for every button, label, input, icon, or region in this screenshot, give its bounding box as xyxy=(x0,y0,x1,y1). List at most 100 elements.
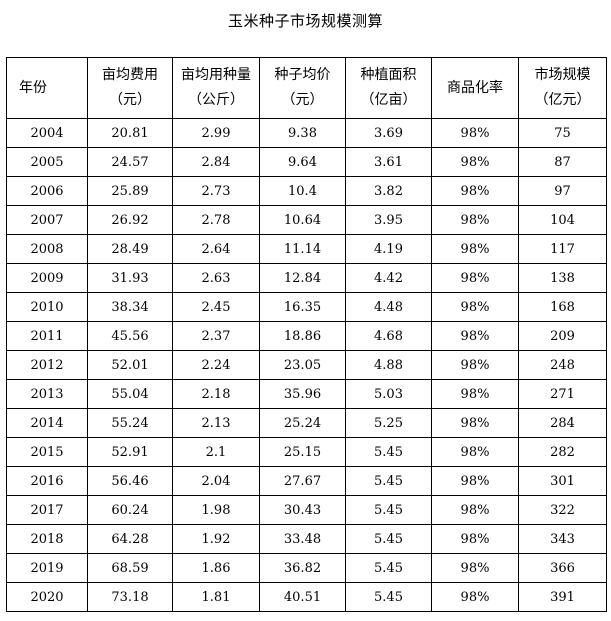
seed-per-mu-cell: 2.73 xyxy=(172,176,260,206)
cost-per-mu-cell: 25.89 xyxy=(87,176,173,206)
planting-area-cell: 5.25 xyxy=(345,408,432,438)
table-row: 2010 38.34 2.45 16.35 4.48 98% 168 xyxy=(6,292,607,322)
cost-per-mu-cell: 28.49 xyxy=(87,234,173,264)
planting-area-cell: 4.19 xyxy=(345,234,432,264)
table-row: 2005 24.57 2.84 9.64 3.61 98% 87 xyxy=(6,147,607,177)
commercialization-rate-cell: 98% xyxy=(431,147,519,177)
seed-price-cell: 9.64 xyxy=(259,147,346,177)
seed-per-mu-cell: 2.45 xyxy=(172,292,260,322)
planting-area-cell: 4.48 xyxy=(345,292,432,322)
planting-area-cell: 4.42 xyxy=(345,263,432,293)
year-cell: 2004 xyxy=(6,118,88,148)
market-size-cell: 322 xyxy=(518,495,607,525)
market-size-cell: 343 xyxy=(518,524,607,554)
header-row: 年份 亩均费用 （元） 亩均用种量 （公斤） 种子均价 （元） 种植面积 （亿亩… xyxy=(6,57,607,119)
header-seed-price: 种子均价 （元） xyxy=(259,57,346,119)
header-seed-per-mu: 亩均用种量 （公斤） xyxy=(172,57,260,119)
market-size-cell: 284 xyxy=(518,408,607,438)
table-row: 2007 26.92 2.78 10.64 3.95 98% 104 xyxy=(6,205,607,235)
seed-per-mu-cell: 2.63 xyxy=(172,263,260,293)
planting-area-cell: 3.69 xyxy=(345,118,432,148)
table-row: 2019 68.59 1.86 36.82 5.45 98% 366 xyxy=(6,553,607,583)
table-row: 2004 20.81 2.99 9.38 3.69 98% 75 xyxy=(6,118,607,148)
seed-per-mu-cell: 2.99 xyxy=(172,118,260,148)
planting-area-cell: 3.61 xyxy=(345,147,432,177)
year-cell: 2017 xyxy=(6,495,88,525)
header-planting-area: 种植面积 （亿亩） xyxy=(345,57,432,119)
seed-per-mu-cell: 2.18 xyxy=(172,379,260,409)
year-cell: 2014 xyxy=(6,408,88,438)
year-cell: 2005 xyxy=(6,147,88,177)
commercialization-rate-cell: 98% xyxy=(431,553,519,583)
seed-price-cell: 10.4 xyxy=(259,176,346,206)
market-size-cell: 117 xyxy=(518,234,607,264)
commercialization-rate-cell: 98% xyxy=(431,466,519,496)
table-row: 2016 56.46 2.04 27.67 5.45 98% 301 xyxy=(6,466,607,496)
seed-price-cell: 10.64 xyxy=(259,205,346,235)
table-row: 2013 55.04 2.18 35.96 5.03 98% 271 xyxy=(6,379,607,409)
seed-price-cell: 27.67 xyxy=(259,466,346,496)
seed-price-cell: 18.86 xyxy=(259,321,346,351)
cost-per-mu-cell: 38.34 xyxy=(87,292,173,322)
year-cell: 2010 xyxy=(6,292,88,322)
cost-per-mu-cell: 55.24 xyxy=(87,408,173,438)
market-size-cell: 248 xyxy=(518,350,607,380)
market-size-cell: 97 xyxy=(518,176,607,206)
market-size-cell: 75 xyxy=(518,118,607,148)
year-cell: 2016 xyxy=(6,466,88,496)
market-size-table: 年份 亩均费用 （元） 亩均用种量 （公斤） 种子均价 （元） 种植面积 （亿亩… xyxy=(6,57,607,612)
seed-per-mu-cell: 2.37 xyxy=(172,321,260,351)
market-size-cell: 282 xyxy=(518,437,607,467)
seed-per-mu-cell: 1.92 xyxy=(172,524,260,554)
planting-area-cell: 4.88 xyxy=(345,350,432,380)
year-cell: 2020 xyxy=(6,582,88,612)
seed-price-cell: 35.96 xyxy=(259,379,346,409)
seed-per-mu-cell: 1.98 xyxy=(172,495,260,525)
seed-per-mu-cell: 1.81 xyxy=(172,582,260,612)
table-row: 2017 60.24 1.98 30.43 5.45 98% 322 xyxy=(6,495,607,525)
seed-per-mu-cell: 2.04 xyxy=(172,466,260,496)
seed-per-mu-cell: 2.13 xyxy=(172,408,260,438)
seed-per-mu-cell: 2.1 xyxy=(172,437,260,467)
planting-area-cell: 5.45 xyxy=(345,524,432,554)
year-cell: 2013 xyxy=(6,379,88,409)
cost-per-mu-cell: 26.92 xyxy=(87,205,173,235)
planting-area-cell: 4.68 xyxy=(345,321,432,351)
commercialization-rate-cell: 98% xyxy=(431,176,519,206)
cost-per-mu-cell: 45.56 xyxy=(87,321,173,351)
market-size-cell: 271 xyxy=(518,379,607,409)
header-year: 年份 xyxy=(6,57,88,119)
seed-price-cell: 33.48 xyxy=(259,524,346,554)
table-row: 2008 28.49 2.64 11.14 4.19 98% 117 xyxy=(6,234,607,264)
market-size-cell: 168 xyxy=(518,292,607,322)
header-market-size: 市场规模 （亿元） xyxy=(518,57,607,119)
cost-per-mu-cell: 68.59 xyxy=(87,553,173,583)
cost-per-mu-cell: 56.46 xyxy=(87,466,173,496)
market-size-cell: 209 xyxy=(518,321,607,351)
cost-per-mu-cell: 55.04 xyxy=(87,379,173,409)
seed-price-cell: 40.51 xyxy=(259,582,346,612)
cost-per-mu-cell: 24.57 xyxy=(87,147,173,177)
table-row: 2018 64.28 1.92 33.48 5.45 98% 343 xyxy=(6,524,607,554)
cost-per-mu-cell: 64.28 xyxy=(87,524,173,554)
market-size-cell: 301 xyxy=(518,466,607,496)
commercialization-rate-cell: 98% xyxy=(431,524,519,554)
cost-per-mu-cell: 73.18 xyxy=(87,582,173,612)
seed-price-cell: 9.38 xyxy=(259,118,346,148)
seed-price-cell: 25.15 xyxy=(259,437,346,467)
planting-area-cell: 5.45 xyxy=(345,582,432,612)
table-row: 2020 73.18 1.81 40.51 5.45 98% 391 xyxy=(6,582,607,612)
year-cell: 2018 xyxy=(6,524,88,554)
cost-per-mu-cell: 31.93 xyxy=(87,263,173,293)
table-row: 2009 31.93 2.63 12.84 4.42 98% 138 xyxy=(6,263,607,293)
commercialization-rate-cell: 98% xyxy=(431,321,519,351)
commercialization-rate-cell: 98% xyxy=(431,408,519,438)
commercialization-rate-cell: 98% xyxy=(431,292,519,322)
year-cell: 2007 xyxy=(6,205,88,235)
commercialization-rate-cell: 98% xyxy=(431,205,519,235)
planting-area-cell: 5.45 xyxy=(345,553,432,583)
cost-per-mu-cell: 20.81 xyxy=(87,118,173,148)
commercialization-rate-cell: 98% xyxy=(431,234,519,264)
planting-area-cell: 5.45 xyxy=(345,495,432,525)
market-size-cell: 87 xyxy=(518,147,607,177)
